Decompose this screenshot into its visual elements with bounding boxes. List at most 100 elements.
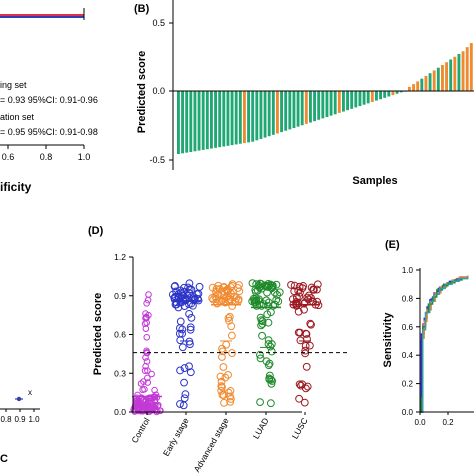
panel-d-point bbox=[262, 296, 271, 305]
panel-d-point bbox=[145, 405, 153, 412]
panel-d-point bbox=[193, 294, 202, 303]
panel-d-point bbox=[295, 282, 304, 291]
panel-d-point bbox=[257, 301, 266, 310]
panel-d-point bbox=[218, 353, 226, 361]
panel-d-point bbox=[264, 336, 273, 345]
panel-d-ytick: 0.0 bbox=[114, 407, 126, 417]
panel-d-point bbox=[214, 290, 223, 298]
panel-d-point bbox=[185, 309, 194, 318]
panel-a-xtick-06: 0.6 bbox=[2, 152, 15, 162]
panel-d-point bbox=[269, 301, 277, 310]
panel-d-point bbox=[216, 372, 225, 381]
panel-d-xtick: Advanced stage bbox=[192, 416, 231, 474]
panel-d-point bbox=[141, 367, 149, 375]
panel-d-point bbox=[223, 286, 232, 295]
panel-b: (B) 0.5 0.0 -0.5 Predicted score Samples bbox=[134, 0, 474, 187]
panel-a-legend-3: ation set bbox=[0, 112, 35, 122]
panel-e-curve bbox=[420, 277, 469, 413]
panel-b-bar bbox=[408, 86, 411, 91]
panel-d-point bbox=[225, 316, 233, 325]
panel-d-point bbox=[181, 390, 190, 399]
panel-b-bar bbox=[309, 91, 312, 123]
panel-d-point bbox=[172, 287, 180, 296]
panel-d-point bbox=[303, 335, 311, 343]
panel-b-bar bbox=[313, 91, 317, 122]
panel-d-point bbox=[186, 368, 195, 377]
panel-b-bar bbox=[218, 91, 222, 148]
panel-b-bar bbox=[222, 91, 226, 147]
panel-d-point bbox=[225, 312, 234, 321]
panel-d-ytick: 1.2 bbox=[114, 252, 126, 262]
panel-d-point bbox=[301, 341, 310, 350]
panel-d-point bbox=[178, 343, 187, 352]
panel-b-bar bbox=[214, 91, 218, 148]
panel-d-point bbox=[142, 362, 149, 370]
panel-a-legend-1: ing set bbox=[0, 80, 27, 90]
panel-d-point bbox=[138, 402, 146, 410]
panel-b-bar bbox=[436, 67, 440, 91]
panel-d-point bbox=[227, 322, 236, 331]
panel-b-ytick-05: 0.5 bbox=[152, 18, 165, 28]
panel-a-legend-4: = 0.95 95%CI: 0.91-0.98 bbox=[0, 127, 98, 137]
panel-d-point bbox=[177, 288, 186, 297]
panel-c-xtick-09: 0.9 bbox=[14, 415, 26, 424]
panel-b-bar bbox=[185, 91, 189, 153]
panel-d-point bbox=[303, 293, 312, 302]
panel-d-point bbox=[195, 282, 204, 291]
panel-d-point bbox=[300, 398, 309, 407]
panel-b-label: (B) bbox=[134, 3, 150, 15]
panel-d-point bbox=[300, 299, 308, 308]
panel-c-point bbox=[16, 396, 22, 402]
panel-b-bar bbox=[432, 70, 436, 91]
panel-b-bar bbox=[234, 91, 238, 145]
panel-d-point bbox=[306, 319, 315, 328]
panel-b-bar bbox=[304, 91, 308, 124]
panel-d-point bbox=[307, 283, 316, 292]
panel-d-ytick: 0.6 bbox=[114, 330, 126, 340]
panel-d-point bbox=[275, 288, 284, 297]
panel-d-point bbox=[138, 406, 146, 414]
panel-b-bar bbox=[342, 91, 345, 112]
panel-d-point bbox=[274, 297, 283, 306]
panel-e-ytick: 1.0 bbox=[402, 266, 414, 275]
panel-d-point bbox=[219, 391, 228, 399]
panel-d-point bbox=[227, 331, 236, 340]
panel-d-points bbox=[130, 279, 323, 416]
panel-d-point bbox=[296, 336, 305, 345]
panel-b-bar bbox=[337, 91, 341, 113]
panel-d-point bbox=[222, 340, 231, 349]
panel-d-point bbox=[290, 287, 299, 296]
panel-d-point bbox=[178, 329, 187, 338]
panel-d-label: (D) bbox=[88, 225, 104, 237]
panel-b-bar bbox=[370, 91, 374, 102]
panel-e-ytick: 0.8 bbox=[402, 294, 414, 303]
panel-b-bar bbox=[210, 91, 213, 149]
panel-d-point bbox=[234, 295, 243, 304]
panel-d-point bbox=[301, 349, 310, 358]
panel-d-point bbox=[290, 281, 299, 290]
panel-d-point bbox=[294, 307, 303, 316]
panel-d-point bbox=[143, 333, 151, 341]
panel-d-point bbox=[179, 401, 188, 410]
panel-e-ylabel: Sensitivity bbox=[382, 312, 394, 368]
panel-b-bar bbox=[197, 91, 201, 151]
panel-b-bar bbox=[387, 91, 391, 97]
panel-b-bar bbox=[445, 62, 449, 91]
panel-d-point bbox=[187, 313, 196, 322]
panel-b-bar bbox=[461, 51, 465, 91]
panel-b-bar bbox=[379, 91, 383, 100]
panel-d-point bbox=[186, 325, 195, 334]
panel-d-point bbox=[139, 386, 146, 394]
panel-c-xtick-10: 1.0 bbox=[28, 415, 40, 424]
panel-d-point bbox=[137, 380, 145, 387]
panel-b-bar bbox=[325, 91, 329, 118]
panel-d-point bbox=[258, 331, 266, 340]
panel-b-bar bbox=[189, 91, 193, 152]
panel-d-point bbox=[287, 280, 295, 289]
panel-d-point bbox=[143, 300, 150, 307]
panel-d-point bbox=[256, 398, 264, 407]
panel-d-point bbox=[144, 296, 152, 304]
panel-d-point bbox=[217, 382, 226, 390]
panel-a-xlabel: ificity bbox=[0, 180, 32, 194]
panel-b-bar bbox=[354, 91, 358, 108]
